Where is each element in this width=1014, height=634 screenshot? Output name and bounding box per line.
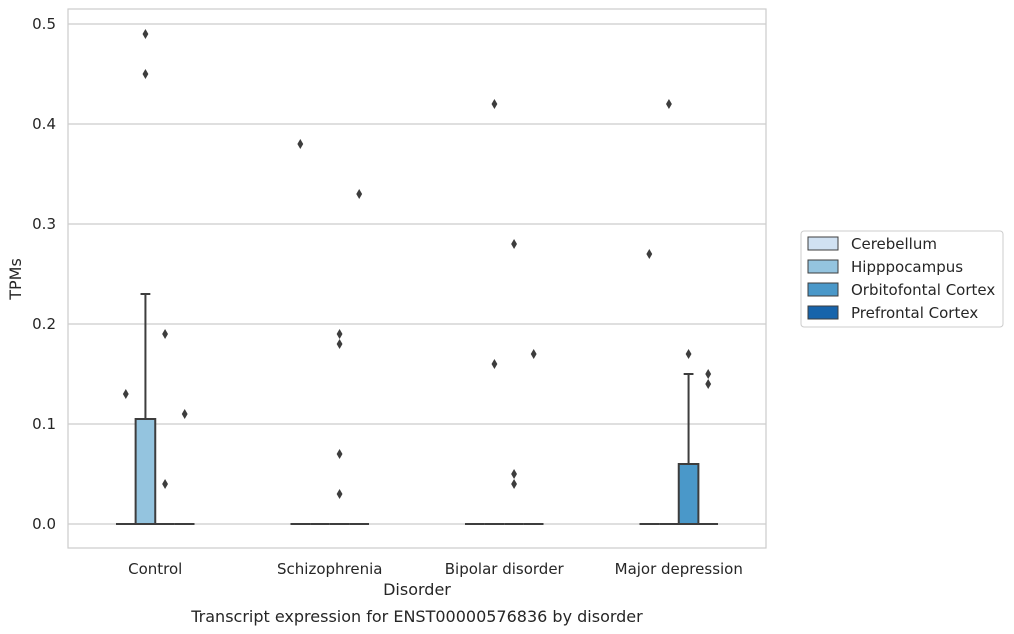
- legend-swatch: [807, 282, 839, 297]
- outlier-point: [162, 329, 168, 339]
- outlier-point: [181, 409, 188, 419]
- box: [677, 349, 700, 525]
- box: [639, 249, 660, 525]
- legend: Cerebellum Hipppocampus Orbitofontal Corte…: [800, 230, 1004, 328]
- outlier-point: [646, 249, 653, 259]
- box: [349, 189, 370, 525]
- outlier-point: [336, 339, 343, 349]
- box: [504, 239, 524, 525]
- legend-entry-label: Hipppocampus: [851, 258, 963, 276]
- box-series: [115, 29, 719, 525]
- plot-frame: [67, 8, 767, 549]
- outlier-point: [142, 69, 149, 79]
- box: [290, 139, 311, 525]
- outlier-point: [122, 389, 129, 399]
- outlier-point: [705, 379, 712, 389]
- x-tick-label: Control: [128, 560, 182, 578]
- legend-entry-label: Cerebellum: [851, 235, 937, 253]
- outlier-point: [142, 29, 149, 39]
- outlier-point: [336, 489, 343, 499]
- outlier-point: [336, 329, 343, 339]
- outlier-point: [511, 469, 517, 479]
- box: [329, 329, 350, 525]
- outlier-point: [666, 99, 672, 109]
- y-tick-label: 0.2: [32, 315, 56, 333]
- outlier-point: [491, 359, 498, 369]
- legend-entry-label: Prefrontal Cortex: [851, 304, 978, 322]
- box: [134, 29, 157, 525]
- y-axis-label: TPMs: [6, 258, 25, 301]
- y-axis: 0.0 0.1 0.2 0.3 0.4 0.5: [32, 15, 56, 533]
- legend-swatch: [807, 305, 839, 320]
- outlier-point: [685, 349, 692, 359]
- box: [174, 409, 195, 525]
- x-tick-label: Major depression: [615, 560, 743, 578]
- legend-frame: [800, 230, 1004, 328]
- y-tick-label: 0.1: [32, 415, 56, 433]
- outlier-point: [511, 239, 517, 249]
- box-iqr: [134, 418, 157, 525]
- y-tick-label: 0.5: [32, 15, 56, 33]
- legend-swatch: [807, 259, 839, 274]
- y-tick-label: 0.0: [32, 515, 56, 533]
- legend-entry-label: Orbitofontal Cortex: [851, 281, 995, 299]
- box: [659, 99, 679, 525]
- outlier-point: [336, 449, 343, 459]
- y-tick-label: 0.4: [32, 115, 56, 133]
- outlier-point: [356, 189, 363, 199]
- outlier-point: [162, 479, 168, 489]
- outlier-point: [491, 99, 498, 109]
- chart-caption: Transcript expression for ENST0000057683…: [190, 607, 643, 626]
- x-tick-label: Bipolar disorder: [445, 560, 565, 578]
- x-axis-label: Disorder: [383, 580, 451, 599]
- box-iqr: [677, 463, 700, 525]
- box: [698, 369, 719, 525]
- box: [155, 329, 175, 525]
- box: [484, 99, 505, 525]
- box: [523, 349, 544, 525]
- outlier-point: [511, 479, 517, 489]
- x-tick-label: Schizophrenia: [277, 560, 382, 578]
- outlier-point: [297, 139, 304, 149]
- y-tick-label: 0.3: [32, 215, 56, 233]
- outlier-point: [530, 349, 537, 359]
- x-axis: Control Schizophrenia Bipolar disorder Majo…: [128, 560, 743, 578]
- box: [115, 389, 136, 525]
- outlier-point: [705, 369, 712, 379]
- legend-swatch: [807, 236, 839, 251]
